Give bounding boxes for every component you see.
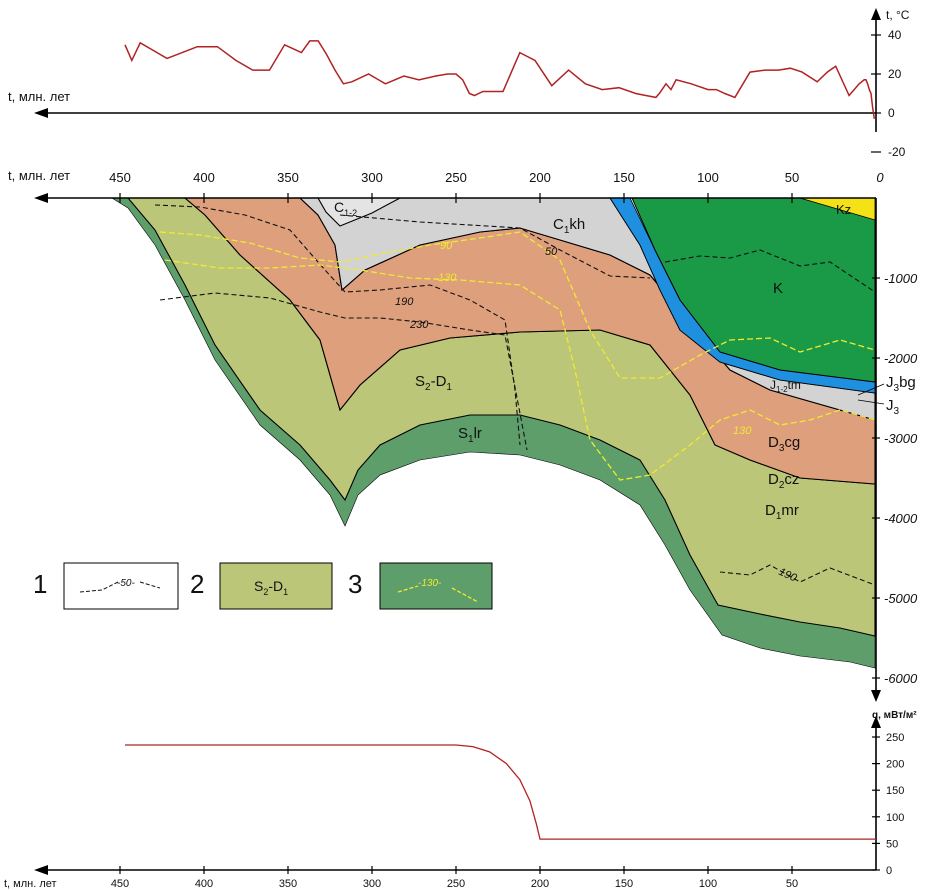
label-c1kh: C1kh bbox=[553, 216, 585, 236]
burial-x-tick-label: 150 bbox=[613, 170, 635, 185]
heat-flow-x-tick-label: 350 bbox=[279, 878, 297, 890]
label-j3bg: J3bg bbox=[886, 374, 916, 394]
heat-flow-x-tick-label: 100 bbox=[699, 878, 717, 890]
legend-label-1: -50- bbox=[117, 578, 135, 589]
heat-flow-y-ticks: 250 200 150 100 50 0 bbox=[872, 732, 904, 877]
heat-flow-x-tick-label: 450 bbox=[111, 878, 129, 890]
heat-flow-x-axis-label: t, млн. лет bbox=[4, 878, 57, 890]
heat-flow-x-tick-label: 150 bbox=[615, 878, 633, 890]
label-j3-leader bbox=[857, 399, 885, 405]
legend-label-3: -130- bbox=[418, 578, 442, 589]
burial-y-tick-label: -5000 bbox=[884, 591, 918, 606]
isotherm-190-right bbox=[719, 564, 876, 586]
heat-flow-x-tick-label: 250 bbox=[447, 878, 465, 890]
label-d3cg: D3cg bbox=[768, 434, 800, 454]
heat-flow-y-axis-label: q, мВт/м² bbox=[872, 710, 917, 721]
temperature-y-tick-label: -20 bbox=[888, 145, 906, 159]
isotherm-190-left bbox=[154, 204, 521, 446]
label-j3bg-leader bbox=[857, 383, 885, 396]
label-d2cz: D2cz bbox=[768, 471, 799, 491]
burial-y-tick-label: -6000 bbox=[884, 671, 918, 686]
isotherm-130 bbox=[164, 259, 876, 481]
heat-flow-y-tick-label: 200 bbox=[886, 759, 904, 771]
burial-history-panel: t, млн. лет 450 400 350 300 250 200 150 100 50 0 … bbox=[8, 168, 918, 702]
heat-flow-x-ticks: 450 400 350 300 250 200 150 100 50 bbox=[111, 866, 798, 890]
isotherm-label-230: 230 bbox=[409, 319, 429, 331]
temperature-y-tick-label: 20 bbox=[888, 67, 902, 81]
temperature-x-axis-arrow bbox=[34, 108, 48, 118]
burial-y-axis-arrow bbox=[871, 690, 881, 702]
legend-sample-yellow-isotherm-tail bbox=[451, 587, 479, 603]
legend-number-3: 3 bbox=[348, 569, 362, 599]
heat-flow-y-tick-label: 150 bbox=[886, 785, 904, 797]
burial-y-ticks: -1000 -2000 -3000 -4000 -5000 -6000 bbox=[872, 271, 918, 686]
heat-flow-series-line bbox=[125, 744, 876, 840]
burial-x-tick-label: 450 bbox=[109, 170, 131, 185]
isotherm-label-130-left: 130 bbox=[438, 272, 457, 284]
legend-box-1 bbox=[63, 562, 179, 610]
isotherm-50 bbox=[339, 214, 651, 279]
heat-flow-y-tick-label: 0 bbox=[886, 865, 892, 877]
label-kz: Kz bbox=[836, 202, 851, 217]
isotherm-90 bbox=[159, 231, 876, 379]
heat-flow-y-tick-label: 50 bbox=[886, 838, 898, 850]
legend-sample-yellow-isotherm bbox=[397, 585, 419, 593]
temperature-y-ticks: 40 20 0 -20 bbox=[871, 28, 906, 159]
burial-x-tick-label: 250 bbox=[445, 170, 467, 185]
label-d1mr: D1mr bbox=[765, 502, 799, 522]
burial-x-tick-label: 200 bbox=[529, 170, 551, 185]
burial-x-axis-label: t, млн. лет bbox=[8, 168, 70, 183]
surface-temperature-panel: t, млн. лет t, °C 40 20 0 -20 bbox=[8, 8, 910, 159]
temperature-series-line bbox=[124, 40, 876, 119]
legend-label-2: S2-D1 bbox=[254, 578, 288, 597]
isotherm-label-130-right: 130 bbox=[733, 425, 752, 437]
burial-x-tick-label: 100 bbox=[697, 170, 719, 185]
isotherm-label-50: 50 bbox=[545, 246, 558, 258]
legend-box-3 bbox=[379, 562, 493, 610]
burial-x-axis-arrow bbox=[34, 193, 48, 203]
burial-x-tick-label: 350 bbox=[277, 170, 299, 185]
legend: 1 -50- 2 S2-D1 3 -130- bbox=[33, 562, 493, 610]
isotherm-230 bbox=[159, 292, 528, 451]
legend-sample-black-isotherm-tail bbox=[139, 581, 161, 589]
temperature-x-axis-label: t, млн. лет bbox=[8, 89, 70, 104]
isotherm-label-90: 90 bbox=[440, 240, 453, 252]
heat-flow-x-tick-label: 50 bbox=[786, 878, 798, 890]
legend-sample-black-isotherm bbox=[79, 581, 119, 593]
isotherm-k-top bbox=[664, 249, 876, 293]
burial-y-tick-label: -1000 bbox=[884, 271, 918, 286]
heat-flow-x-axis-arrow bbox=[34, 865, 48, 875]
legend-number-1: 1 bbox=[33, 569, 47, 599]
legend-box-2 bbox=[219, 562, 333, 610]
burial-y-tick-label: -2000 bbox=[884, 351, 918, 366]
heat-flow-x-tick-label: 300 bbox=[363, 878, 381, 890]
temperature-y-tick-label: 40 bbox=[888, 28, 902, 42]
heat-flow-x-tick-label: 400 bbox=[195, 878, 213, 890]
label-s2-d1: S2-D1 bbox=[415, 373, 452, 393]
heat-flow-y-axis-arrow bbox=[871, 716, 881, 728]
heat-flow-y-tick-label: 250 bbox=[886, 732, 904, 744]
heat-flow-y-tick-label: 100 bbox=[886, 812, 904, 824]
burial-y-tick-label: -4000 bbox=[884, 511, 918, 526]
burial-x-tick-label: 50 bbox=[785, 170, 799, 185]
burial-x-tick-label: 0 bbox=[876, 170, 884, 185]
temperature-y-axis-label: t, °C bbox=[886, 8, 910, 22]
label-j3: J3 bbox=[886, 397, 900, 417]
isotherm-label-190-left: 190 bbox=[395, 296, 414, 308]
temperature-y-tick-label: 0 bbox=[888, 106, 895, 120]
heat-flow-panel: t, млн. лет q, мВт/м² 450 400 350 300 250 200… bbox=[4, 710, 917, 890]
burial-y-tick-label: -3000 bbox=[884, 431, 918, 446]
burial-x-tick-label: 400 bbox=[193, 170, 215, 185]
temperature-y-axis-arrow bbox=[871, 8, 881, 20]
heat-flow-x-tick-label: 200 bbox=[531, 878, 549, 890]
label-s1lr: S1lr bbox=[458, 425, 482, 445]
burial-x-tick-label: 300 bbox=[361, 170, 383, 185]
label-k: K bbox=[773, 280, 783, 297]
burial-x-ticks: 450 400 350 300 250 200 150 100 50 0 bbox=[109, 170, 884, 203]
legend-number-2: 2 bbox=[190, 569, 204, 599]
